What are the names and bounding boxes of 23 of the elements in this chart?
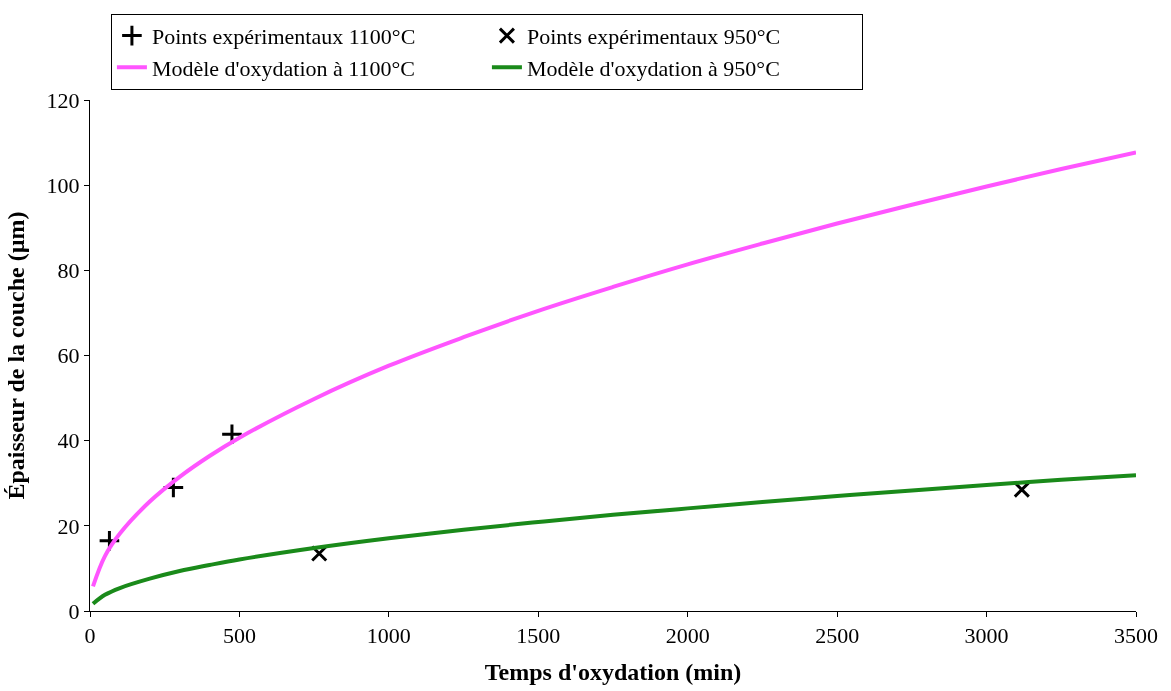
y-tick-label: 120 [46, 87, 80, 113]
line-series [90, 473, 1136, 606]
line-series [90, 150, 1136, 589]
y-axis-title: Épaisseur de la couche (µm) [2, 211, 29, 500]
x-tick-label: 2500 [815, 623, 860, 649]
y-tick-label: 80 [57, 258, 80, 284]
x-tick-label: 2000 [665, 623, 710, 649]
x-tick-label: 1000 [366, 623, 411, 649]
x-tick-label: 0 [84, 623, 96, 649]
x-tick-label: 3000 [964, 623, 1009, 649]
y-tick-label: 40 [57, 428, 80, 454]
y-tick-label: 60 [57, 343, 80, 369]
legend-label: Modèle d'oxydation à 1100°C [151, 55, 415, 81]
x-tick-label: 500 [222, 623, 256, 649]
x-tick-label: 1500 [516, 623, 561, 649]
legend-label: Points expérimentaux 950°C [526, 24, 781, 50]
legend-label: Points expérimentaux 1100°C [151, 24, 416, 50]
x-axis-title: Temps d'oxydation (min) [484, 658, 742, 685]
y-tick-label: 0 [68, 598, 80, 624]
x-tick-label: 3500 [1114, 623, 1158, 649]
y-tick-label: 20 [57, 513, 80, 539]
y-tick-label: 100 [46, 172, 80, 198]
legend-label: Modèle d'oxydation à 950°C [526, 55, 780, 81]
